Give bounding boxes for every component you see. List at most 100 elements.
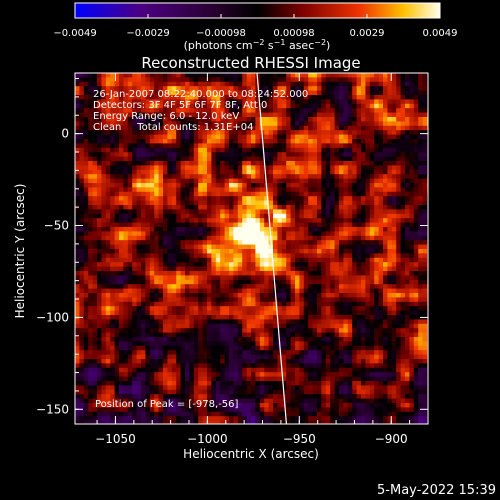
heatmap-cell: [163, 103, 168, 109]
heatmap-cell: [141, 337, 146, 342]
heatmap-cell: [330, 235, 336, 241]
heatmap-cell: [391, 271, 397, 276]
heatmap-cell: [286, 284, 292, 290]
heatmap-cell: [299, 130, 305, 136]
heatmap-cell: [211, 191, 217, 197]
heatmap-cell: [374, 337, 380, 342]
heatmap-cell: [176, 293, 182, 298]
heatmap-cell: [158, 161, 164, 166]
heatmap-cell: [303, 196, 309, 202]
heatmap-cell: [101, 205, 107, 210]
heatmap-cell: [259, 279, 265, 285]
heatmap-cell: [220, 306, 226, 312]
heatmap-cell: [339, 205, 344, 210]
heatmap-cell: [145, 103, 151, 109]
heatmap-cell: [400, 306, 406, 312]
heatmap-cell: [365, 323, 371, 329]
heatmap-cell: [400, 293, 406, 298]
heatmap-cell: [365, 99, 371, 105]
heatmap-cell: [361, 108, 366, 114]
heatmap-cell: [281, 323, 287, 329]
heatmap-cell: [374, 73, 380, 78]
heatmap-cell: [251, 306, 256, 312]
heatmap-cell: [229, 196, 234, 202]
heatmap-cell: [387, 231, 393, 237]
heatmap-cell: [75, 183, 80, 188]
heatmap-cell: [308, 73, 314, 78]
heatmap-cell: [409, 244, 415, 250]
heatmap-cell: [167, 95, 173, 100]
heatmap-cell: [145, 108, 151, 114]
heatmap-cell: [321, 293, 327, 298]
heatmap-cell: [352, 328, 358, 334]
heatmap-cell: [286, 134, 292, 140]
heatmap-cell: [400, 187, 406, 193]
heatmap-cell: [220, 209, 226, 215]
heatmap-cell: [105, 191, 111, 197]
heatmap-cell: [378, 266, 384, 272]
heatmap-cell: [220, 218, 226, 224]
heatmap-cell: [105, 288, 111, 294]
heatmap-cell: [189, 156, 195, 162]
heatmap-cell: [83, 249, 89, 254]
heatmap-cell: [119, 315, 124, 320]
heatmap-cell: [92, 183, 98, 188]
heatmap-cell: [277, 244, 283, 250]
heatmap-cell: [339, 121, 344, 127]
heatmap-cell: [264, 77, 270, 83]
heatmap-cell: [198, 328, 204, 334]
heatmap-cell: [158, 174, 164, 180]
heatmap-cell: [189, 77, 195, 83]
heatmap-cell: [202, 174, 208, 180]
heatmap-cell: [92, 306, 98, 312]
heatmap-cell: [259, 169, 265, 175]
heatmap-cell: [127, 77, 133, 83]
heatmap-cell: [356, 130, 362, 136]
heatmap-cell: [215, 139, 221, 144]
heatmap-cell: [176, 125, 182, 131]
heatmap-cell: [97, 341, 102, 347]
heatmap-cell: [286, 293, 292, 298]
heatmap-cell: [123, 86, 129, 92]
heatmap-cell: [378, 284, 384, 290]
heatmap-cell: [237, 209, 243, 215]
heatmap-cell: [141, 99, 146, 105]
heatmap-cell: [383, 253, 388, 259]
heatmap-cell: [369, 86, 375, 92]
heatmap-cell: [229, 134, 234, 140]
heatmap-cell: [141, 174, 146, 180]
heatmap-cell: [303, 156, 309, 162]
heatmap-cell: [163, 178, 168, 184]
heatmap-cell: [286, 337, 292, 342]
heatmap-cell: [303, 77, 309, 83]
heatmap-cell: [396, 337, 402, 342]
heatmap-cell: [325, 169, 331, 175]
heatmap-cell: [105, 297, 111, 303]
heatmap-cell: [286, 328, 292, 334]
heatmap-cell: [193, 275, 199, 281]
heatmap-cell: [229, 73, 234, 78]
heatmap-cell: [259, 112, 265, 118]
heatmap-cell: [110, 125, 116, 131]
heatmap-cell: [145, 315, 151, 320]
heatmap-cell: [136, 306, 142, 312]
heatmap-cell: [224, 293, 230, 298]
heatmap-cell: [127, 183, 133, 188]
heatmap-cell: [75, 165, 80, 171]
heatmap-cell: [171, 205, 177, 210]
heatmap-cell: [295, 253, 300, 259]
heatmap-cell: [83, 262, 89, 268]
heatmap-cell: [330, 77, 336, 83]
heatmap-cell: [286, 240, 292, 246]
heatmap-cell: [356, 231, 362, 237]
heatmap-cell: [396, 319, 402, 325]
heatmap-cell: [299, 332, 305, 338]
heatmap-cell: [233, 169, 239, 175]
heatmap-cell: [343, 323, 349, 329]
heatmap-cell: [347, 306, 353, 312]
heatmap-cell: [136, 227, 142, 232]
heatmap-cell: [413, 99, 419, 105]
heatmap-cell: [290, 227, 296, 232]
heatmap-cell: [105, 108, 111, 114]
heatmap-cell: [303, 125, 309, 131]
